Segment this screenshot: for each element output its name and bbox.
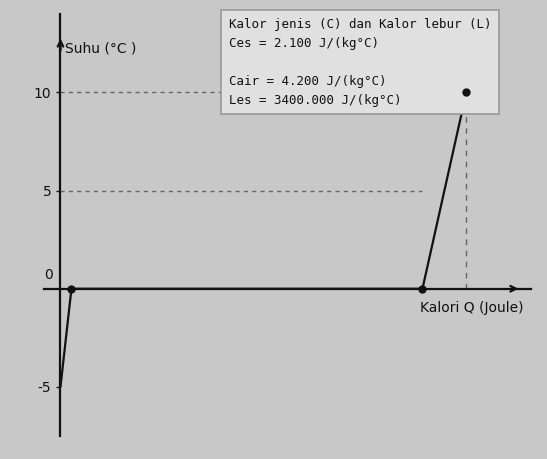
Text: 0: 0 [44, 268, 53, 282]
Text: Suhu (°C ): Suhu (°C ) [65, 41, 136, 55]
Text: Kalor jenis (C) dan Kalor lebur (L)
Ces = 2.100 J/(kg°C)

Cair = 4.200 J/(kg°C)
: Kalor jenis (C) dan Kalor lebur (L) Ces … [229, 18, 491, 107]
Text: Kalori Q (Joule): Kalori Q (Joule) [420, 301, 523, 314]
